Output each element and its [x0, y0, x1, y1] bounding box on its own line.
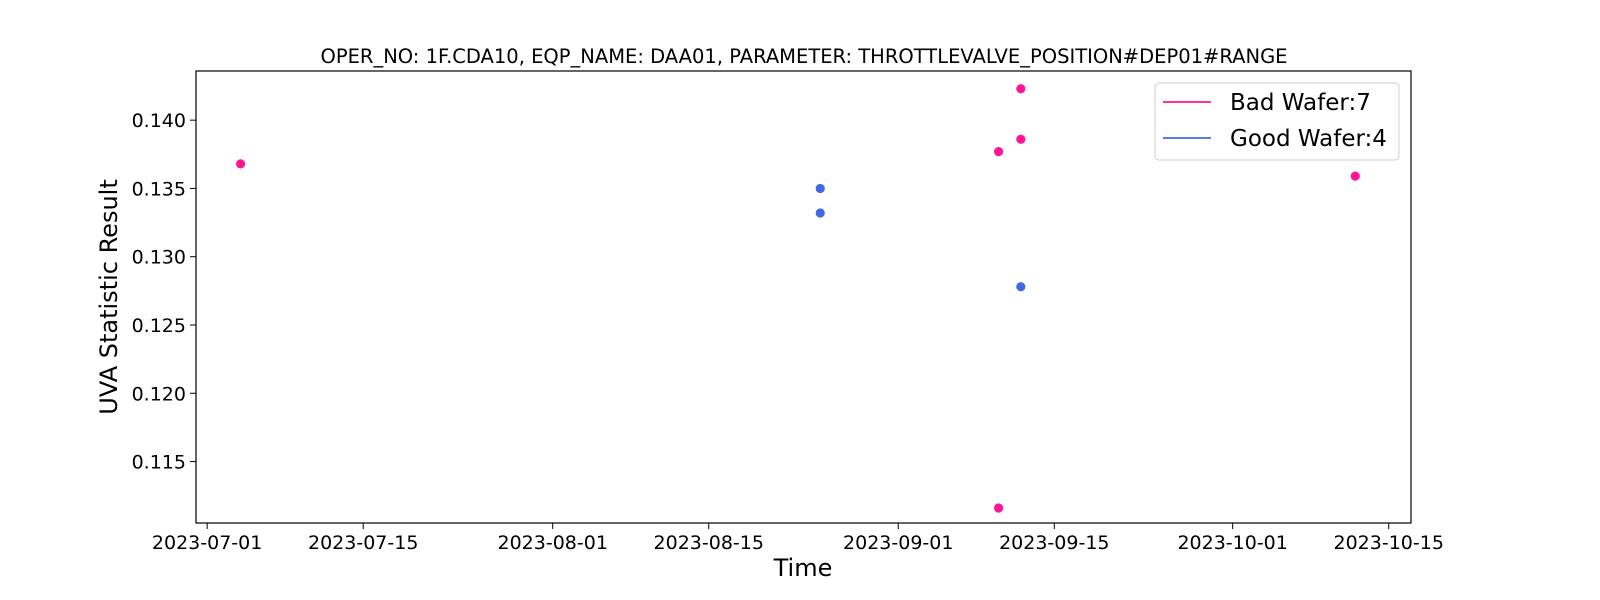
legend-label: Bad Wafer:7: [1230, 90, 1371, 116]
data-point: [1016, 282, 1026, 292]
data-point: [993, 146, 1004, 157]
data-point: [1016, 134, 1026, 144]
data-point: [1016, 84, 1026, 94]
x-tick-label: 2023-07-01: [152, 532, 262, 554]
y-tick-label: 0.120: [132, 383, 186, 405]
x-tick-label: 2023-08-01: [497, 532, 607, 554]
y-tick-label: 0.135: [132, 178, 186, 200]
data-points: [235, 84, 1360, 513]
data-point: [993, 503, 1004, 513]
x-axis: 2023-07-01 2023-07-15 2023-08-01 2023-08-15…: [152, 523, 1444, 554]
x-tick-label: 2023-09-01: [843, 532, 953, 554]
legend-label: Good Wafer:4: [1230, 126, 1387, 152]
legend-box: [1154, 82, 1400, 161]
y-axis: 0.115 0.120 0.125 0.130 0.135 0.140: [132, 110, 196, 474]
x-axis-title: Time: [773, 554, 833, 582]
x-tick-label: 2023-08-15: [654, 532, 764, 554]
data-point: [235, 159, 246, 169]
legend: Bad Wafer:7 Good Wafer:4: [1154, 82, 1400, 161]
y-tick-label: 0.140: [132, 110, 186, 132]
y-tick-label: 0.125: [132, 315, 186, 337]
y-tick-label: 0.130: [132, 247, 186, 269]
y-axis-title: UVA Statistic Result: [95, 179, 123, 415]
chart-title: OPER_NO: 1F.CDA10, EQP_NAME: DAA01, PARA…: [320, 45, 1287, 68]
x-tick-label: 2023-09-15: [999, 532, 1109, 554]
data-point: [815, 183, 825, 194]
x-tick-label: 2023-10-15: [1333, 532, 1443, 554]
data-point: [1350, 171, 1360, 181]
x-tick-label: 2023-07-15: [308, 532, 418, 554]
plot-area-frame: [195, 70, 1412, 524]
y-tick-label: 0.115: [132, 452, 186, 474]
data-point: [815, 208, 825, 218]
x-tick-label: 2023-10-01: [1177, 532, 1287, 554]
